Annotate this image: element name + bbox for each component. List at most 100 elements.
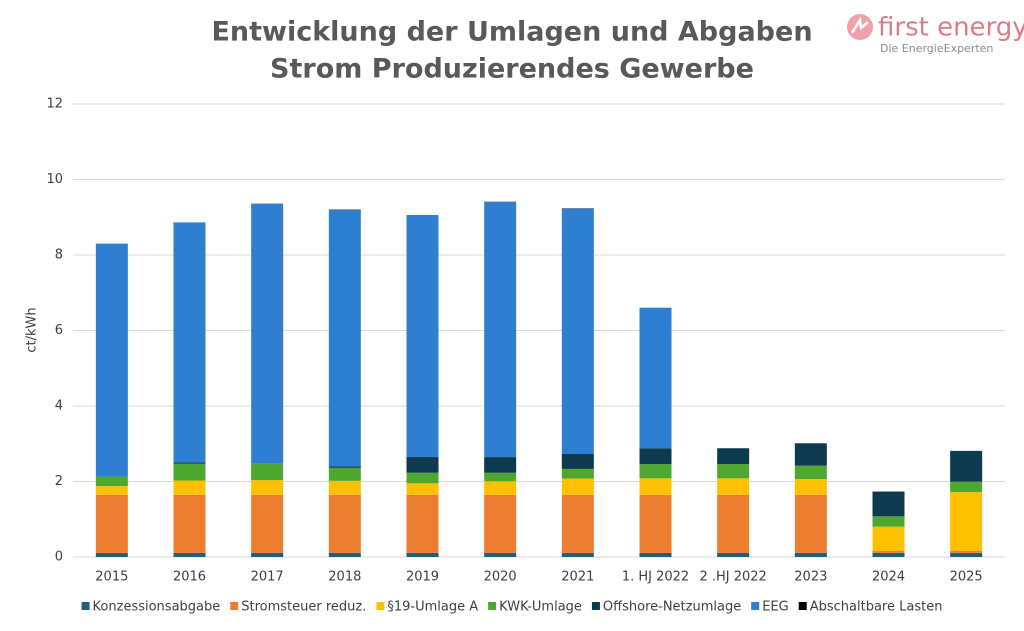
chart-subtitle: Strom Produzierendes Gewerbe	[270, 54, 754, 85]
bar-segment	[328, 210, 361, 467]
y-tick-label: 8	[55, 248, 63, 263]
x-tick-label: 2017	[251, 570, 284, 585]
legend-swatch	[591, 602, 600, 610]
legend-label: EEG	[762, 600, 789, 615]
bar-segment	[406, 215, 439, 458]
legend-label: Konzessionsabgabe	[93, 600, 221, 615]
bar-segment	[794, 479, 827, 495]
bar-segment	[561, 552, 594, 557]
bar-segment	[639, 307, 672, 449]
bar-segment	[872, 516, 905, 527]
bar-segment	[561, 494, 594, 553]
bar-segment	[173, 462, 206, 464]
legend-label: KWK-Umlage	[499, 600, 582, 615]
bar-segment	[484, 494, 517, 553]
legend-label: §19-Umlage A	[387, 600, 478, 615]
bar-segment	[173, 480, 206, 495]
bar-segment	[406, 494, 439, 553]
bar-segment	[872, 552, 905, 557]
bar-segment	[639, 448, 672, 465]
y-tick-label: 6	[55, 323, 63, 338]
bar-segment	[484, 552, 517, 557]
bar-segment	[794, 494, 827, 553]
bar-segment	[95, 476, 128, 487]
legend-label: Abschaltbare Lasten	[810, 600, 943, 615]
bar-segment	[872, 550, 905, 553]
bar-segment	[173, 222, 206, 463]
bar-segment	[251, 480, 284, 495]
legend: Konzessionsabgabe Stromsteuer reduz. §19-U…	[81, 600, 943, 615]
bar-segment	[406, 472, 439, 484]
x-tick-label: 2015	[95, 570, 128, 585]
bar-segment	[639, 494, 672, 553]
bar-segment	[639, 464, 672, 479]
bar-segment	[717, 464, 750, 479]
bar-segment	[328, 466, 361, 468]
y-tick-label: 10	[46, 172, 63, 187]
y-tick-label: 0	[55, 550, 63, 565]
x-tick-label: 1. HJ 2022	[622, 570, 689, 585]
legend-swatch	[488, 602, 497, 610]
bar-segment	[717, 552, 750, 557]
legend-label: Offshore-Netzumlage	[603, 600, 741, 615]
bar-segment	[639, 478, 672, 495]
x-tick-label: 2020	[484, 570, 517, 585]
x-tick-label: 2024	[872, 570, 905, 585]
bar-segment	[950, 481, 983, 493]
legend-swatch	[81, 602, 90, 610]
y-tick-label: 12	[46, 97, 63, 112]
bar-segment	[484, 457, 517, 473]
bar-segment	[95, 494, 128, 553]
bar-segment	[484, 481, 517, 495]
x-tick-label: 2021	[561, 570, 594, 585]
x-tick-label: 2016	[173, 570, 206, 585]
bar-segment	[251, 463, 284, 481]
chart-title: Entwicklung der Umlagen und Abgaben	[211, 17, 812, 48]
x-tick-label: 2019	[406, 570, 439, 585]
bar-segment	[251, 203, 284, 464]
bar-segment	[717, 448, 750, 465]
legend-label: Stromsteuer reduz.	[241, 600, 366, 615]
logo-bolt	[850, 16, 869, 34]
bar-segment	[328, 494, 361, 553]
bar-segment	[717, 494, 750, 553]
bar-segment	[328, 480, 361, 495]
bar-segment	[950, 552, 983, 557]
logo: first energy Die EnergieExperten	[847, 13, 1024, 55]
bar-segment	[484, 472, 517, 482]
bar-segment	[251, 552, 284, 557]
bar-segment	[950, 492, 983, 551]
bar-segment	[173, 494, 206, 553]
bar-segment	[794, 443, 827, 466]
bar-segment	[328, 552, 361, 557]
y-tick-label: 2	[55, 474, 63, 489]
bar-segment	[484, 202, 517, 458]
x-tick-label: 2 .HJ 2022	[699, 570, 766, 585]
bar-segment	[328, 467, 361, 481]
bar-segment	[561, 468, 594, 479]
bar-segment	[406, 457, 439, 473]
bar-segment	[794, 552, 827, 557]
bar-segment	[95, 552, 128, 557]
bar-segment	[717, 478, 750, 495]
bar-segment	[95, 243, 128, 477]
x-tick-label: 2018	[328, 570, 361, 585]
bar-segment	[406, 483, 439, 495]
y-tick-label: 4	[55, 399, 63, 414]
legend-swatch	[798, 602, 807, 610]
bar-segment	[872, 491, 905, 517]
bar-segment	[251, 494, 284, 553]
legend-swatch	[376, 602, 385, 610]
bar-segment	[794, 465, 827, 480]
bar-segment	[406, 552, 439, 557]
y-axis-label: ct/kWh	[25, 307, 40, 352]
x-tick-label: 2023	[794, 570, 827, 585]
bar-segment	[950, 550, 983, 553]
bar-segment	[950, 450, 983, 482]
bar-segment	[561, 208, 594, 455]
bar-segment	[173, 463, 206, 481]
bar-segment	[95, 486, 128, 495]
bar-segment	[872, 526, 905, 551]
bar-segment	[561, 454, 594, 469]
